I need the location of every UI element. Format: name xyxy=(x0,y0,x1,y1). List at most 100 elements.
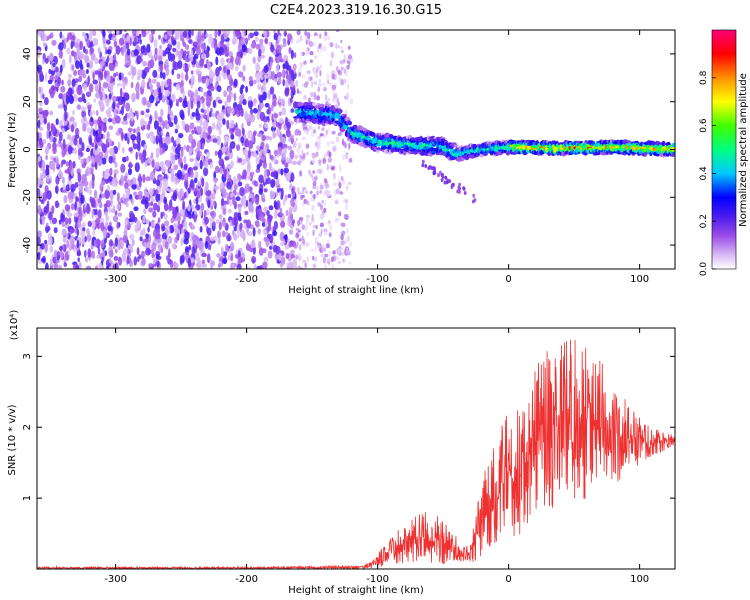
noise-speckle xyxy=(91,173,95,183)
noise-speckle xyxy=(142,174,146,183)
noise-speckle xyxy=(343,214,347,219)
noise-speckle xyxy=(149,82,153,88)
noise-speckle xyxy=(63,104,67,113)
noise-speckle xyxy=(165,159,171,168)
noise-speckle xyxy=(113,169,119,175)
noise-speckle xyxy=(125,196,130,202)
noise-speckle xyxy=(290,197,296,208)
noise-speckle xyxy=(315,225,318,230)
noise-speckle xyxy=(311,213,314,221)
noise-speckle xyxy=(164,34,168,40)
noise-speckle xyxy=(136,142,141,152)
noise-speckle xyxy=(101,157,107,165)
noise-speckle xyxy=(223,168,228,175)
noise-speckle xyxy=(144,66,150,73)
noise-speckle xyxy=(168,248,171,257)
noise-speckle xyxy=(103,203,108,209)
noise-speckle xyxy=(98,131,102,139)
noise-speckle xyxy=(235,253,240,259)
bottom-y-multiplier: (x10⁴) xyxy=(9,310,20,341)
noise-speckle xyxy=(319,70,322,77)
noise-speckle xyxy=(337,132,342,136)
noise-speckle xyxy=(107,106,113,112)
noise-speckle xyxy=(258,240,262,250)
noise-speckle xyxy=(118,95,124,106)
top-y-tick-label: 40 xyxy=(22,48,33,61)
noise-speckle xyxy=(337,45,340,49)
noise-speckle xyxy=(141,30,147,38)
noise-speckle xyxy=(185,246,189,253)
noise-speckle xyxy=(57,171,64,179)
noise-speckle xyxy=(289,149,295,160)
noise-speckle xyxy=(269,245,273,250)
noise-speckle xyxy=(50,160,56,171)
noise-speckle xyxy=(312,159,316,164)
noise-speckle xyxy=(254,196,260,205)
noise-speckle xyxy=(258,94,264,104)
noise-speckle xyxy=(60,85,66,93)
noise-speckle xyxy=(202,119,209,129)
noise-speckle xyxy=(126,48,131,56)
noise-speckle xyxy=(42,139,47,145)
noise-speckle xyxy=(244,183,251,193)
noise-speckle xyxy=(304,50,309,56)
noise-speckle xyxy=(296,88,299,94)
noise-speckle xyxy=(111,176,117,187)
noise-speckle xyxy=(302,153,305,159)
noise-speckle xyxy=(347,83,350,90)
noise-speckle xyxy=(348,261,352,265)
noise-speckle xyxy=(297,67,302,73)
noise-speckle xyxy=(47,236,53,246)
noise-speckle xyxy=(44,243,48,253)
noise-speckle xyxy=(138,152,143,161)
noise-speckle xyxy=(84,55,90,64)
noise-speckle xyxy=(121,50,125,56)
noise-speckle xyxy=(76,86,82,96)
noise-speckle xyxy=(89,59,94,70)
noise-speckle xyxy=(145,218,150,225)
noise-speckle xyxy=(40,199,44,204)
noise-speckle xyxy=(65,95,70,105)
noise-speckle xyxy=(301,189,305,195)
noise-speckle xyxy=(240,84,245,89)
noise-speckle xyxy=(135,151,138,160)
track-branch-cell xyxy=(421,159,425,164)
snr-plot xyxy=(37,339,675,569)
noise-speckle xyxy=(322,256,327,264)
noise-speckle xyxy=(236,177,239,186)
noise-speckle xyxy=(295,232,299,237)
noise-speckle xyxy=(317,135,322,140)
noise-speckle xyxy=(82,122,87,132)
noise-speckle xyxy=(315,194,318,199)
noise-speckle xyxy=(269,86,275,95)
noise-speckle xyxy=(319,213,324,221)
noise-speckle xyxy=(92,79,98,85)
noise-speckle xyxy=(335,188,340,195)
track-cell xyxy=(332,113,336,118)
noise-speckle xyxy=(178,96,183,103)
noise-speckle xyxy=(323,152,328,158)
noise-speckle xyxy=(295,265,300,269)
noise-speckle xyxy=(127,127,133,133)
noise-speckle xyxy=(58,219,62,225)
track-branch-cell xyxy=(456,189,460,194)
noise-speckle xyxy=(314,175,318,180)
noise-speckle xyxy=(160,142,165,149)
noise-speckle xyxy=(206,253,211,264)
noise-speckle xyxy=(151,242,157,252)
noise-speckle xyxy=(141,257,146,266)
noise-speckle xyxy=(179,34,183,42)
noise-speckle xyxy=(217,230,221,239)
noise-speckle xyxy=(142,215,146,224)
noise-speckle xyxy=(246,165,251,175)
noise-speckle xyxy=(299,216,304,221)
noise-speckle xyxy=(90,52,96,61)
noise-speckle xyxy=(174,262,179,269)
noise-speckle xyxy=(120,163,126,173)
noise-speckle xyxy=(211,221,216,227)
noise-speckle xyxy=(255,220,260,228)
noise-speckle xyxy=(199,58,204,67)
noise-speckle xyxy=(126,254,130,265)
noise-speckle xyxy=(164,185,169,192)
noise-speckle xyxy=(247,231,253,237)
